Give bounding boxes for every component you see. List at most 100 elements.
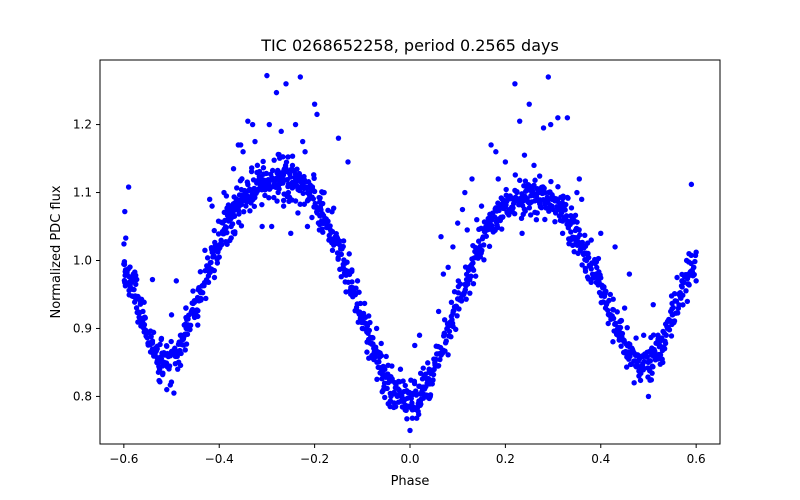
data-point — [502, 159, 509, 165]
data-point — [570, 242, 576, 249]
data-point — [416, 411, 422, 418]
data-point — [640, 332, 647, 338]
data-point — [189, 300, 195, 306]
data-point — [278, 128, 284, 135]
data-point — [280, 154, 286, 160]
data-point — [137, 298, 144, 304]
data-point — [314, 111, 320, 118]
data-point — [338, 251, 345, 258]
data-point — [546, 208, 552, 214]
data-point — [340, 243, 346, 250]
data-point — [154, 355, 160, 361]
data-point — [262, 180, 269, 186]
data-point — [311, 172, 317, 178]
data-point — [555, 184, 561, 190]
data-point — [636, 373, 642, 379]
data-point — [521, 152, 528, 158]
data-point — [470, 260, 476, 266]
data-point — [283, 81, 289, 87]
data-point — [603, 288, 609, 294]
x-tick-label: −0.6 — [109, 452, 138, 466]
data-point — [154, 346, 160, 352]
data-point — [399, 395, 406, 401]
data-point — [574, 189, 580, 196]
data-point — [361, 300, 368, 307]
data-point — [656, 343, 663, 350]
data-point — [532, 209, 538, 215]
data-point — [309, 214, 315, 221]
data-point — [456, 306, 462, 312]
x-tick-label: −0.2 — [300, 452, 329, 466]
data-point — [443, 338, 449, 344]
data-point — [239, 176, 245, 182]
data-point — [451, 289, 458, 295]
data-point — [262, 192, 268, 199]
data-point — [533, 217, 540, 223]
data-point — [674, 274, 680, 281]
data-point — [307, 189, 313, 196]
data-point — [345, 159, 351, 165]
data-point — [478, 203, 485, 209]
data-point — [621, 305, 628, 311]
data-point — [488, 142, 494, 148]
data-point — [131, 286, 137, 293]
data-point — [430, 371, 437, 378]
data-point — [582, 232, 588, 239]
data-point — [299, 138, 306, 145]
data-point — [469, 256, 475, 262]
data-point — [581, 245, 587, 251]
data-point — [285, 189, 292, 196]
y-tick-label: 0.9 — [73, 321, 92, 335]
y-axis-label: Normalized PDC flux — [49, 185, 64, 318]
data-point — [680, 302, 686, 308]
chart-title: TIC 0268652258, period 0.2565 days — [260, 36, 559, 55]
data-point — [125, 184, 132, 190]
data-point — [297, 74, 304, 80]
data-point — [683, 288, 689, 294]
x-tick-label: 0.2 — [496, 452, 515, 466]
data-point — [547, 121, 554, 128]
data-point — [578, 196, 585, 203]
data-point — [633, 335, 639, 341]
data-point — [334, 240, 340, 246]
data-point — [407, 427, 413, 434]
data-point — [494, 224, 501, 231]
data-point — [334, 235, 341, 241]
data-point — [693, 249, 699, 255]
data-point — [560, 195, 566, 202]
data-point — [305, 179, 312, 185]
data-point — [173, 278, 180, 284]
data-point — [354, 278, 361, 284]
data-point — [655, 332, 661, 338]
data-point — [531, 162, 537, 169]
data-point — [254, 169, 260, 176]
data-point — [421, 373, 428, 379]
data-point — [413, 388, 419, 394]
data-point — [598, 299, 604, 306]
data-point — [280, 203, 287, 209]
data-point — [644, 349, 650, 355]
data-point — [569, 217, 575, 223]
data-point — [134, 276, 140, 283]
data-point — [346, 251, 352, 257]
data-point — [469, 176, 475, 182]
data-point — [568, 235, 575, 241]
data-point — [295, 210, 301, 216]
data-point — [157, 379, 163, 385]
data-point — [364, 339, 370, 345]
data-point — [592, 256, 598, 263]
data-point — [302, 149, 308, 155]
data-point — [172, 345, 178, 351]
data-point — [397, 366, 404, 372]
data-point — [503, 186, 509, 193]
data-point — [317, 213, 323, 219]
data-point — [691, 264, 697, 270]
data-point — [584, 274, 591, 280]
data-point — [405, 390, 412, 396]
data-point — [602, 305, 609, 311]
data-point — [663, 332, 669, 338]
data-point — [651, 353, 657, 359]
data-point — [524, 195, 530, 202]
data-point — [620, 337, 626, 343]
data-point — [395, 378, 402, 385]
